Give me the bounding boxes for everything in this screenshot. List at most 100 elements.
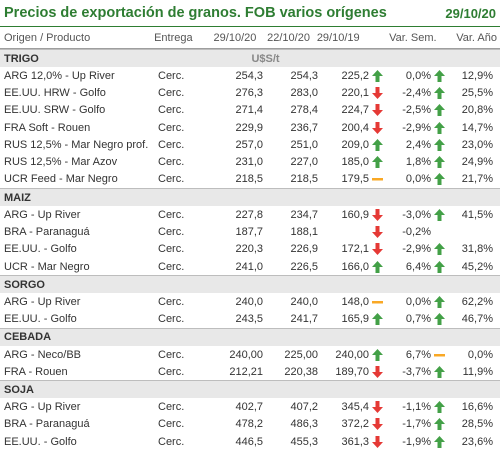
delivery-cell: Cerc. xyxy=(158,226,185,239)
section-name: MAIZ xyxy=(4,191,31,204)
delivery-cell: Cerc. xyxy=(158,69,185,82)
price-current-cell: 212,21 xyxy=(229,365,263,378)
table-row: BRA - Paranaguá Cerc. 187,7 188,1 -0,2% xyxy=(0,223,500,240)
table-row: RUS 12,5% - Mar Azov Cerc. 231,0 227,0 185,0… xyxy=(0,153,500,170)
price-year-ago-cell: 225,2 xyxy=(341,69,369,82)
arrow-down-icon xyxy=(372,226,383,239)
arrow-up-icon xyxy=(434,173,445,186)
product-cell: ARG - Neco/BB xyxy=(4,348,82,361)
table-row: EE.UU. HRW - Golfo Cerc. 276,3 283,0 220,1 -2… xyxy=(0,84,500,101)
price-year-ago-cell: 179,5 xyxy=(341,173,369,186)
var-week-cell: 1,8% xyxy=(405,156,431,169)
var-year-cell: 20,8% xyxy=(461,104,493,117)
product-cell: ARG 12,0% - Up River xyxy=(4,69,115,82)
var-year-cell: 41,5% xyxy=(461,208,493,221)
delivery-cell: Cerc. xyxy=(158,156,185,169)
arrow-up-icon xyxy=(434,138,445,151)
price-current-cell: 257,0 xyxy=(235,138,263,151)
var-week-cell: -2,9% xyxy=(402,121,431,134)
table-row: FRA - Rouen Cerc. 212,21 220,38 189,70 -3,7% 1… xyxy=(0,363,500,380)
product-cell: BRA - Paranaguá xyxy=(4,226,90,239)
price-year-ago-cell: 200,4 xyxy=(341,121,369,134)
arrow-down-icon xyxy=(372,121,383,134)
delivery-cell: Cerc. xyxy=(158,401,185,414)
flat-dash-icon xyxy=(434,349,445,361)
price-week-ago-cell: 226,9 xyxy=(290,243,318,256)
arrow-up-icon xyxy=(372,313,383,326)
arrow-up-icon xyxy=(434,156,445,169)
section-header: SORGO xyxy=(0,275,500,294)
price-week-ago-cell: 251,0 xyxy=(290,138,318,151)
delivery-cell: Cerc. xyxy=(158,208,185,221)
arrow-up-icon xyxy=(434,435,445,448)
arrow-up-icon xyxy=(372,69,383,82)
section-header: CEBADA xyxy=(0,327,500,346)
var-week-cell: 0,7% xyxy=(405,313,431,326)
var-year-cell: 46,7% xyxy=(461,313,493,326)
product-cell: EE.UU. - Golfo xyxy=(4,243,77,256)
delivery-cell: Cerc. xyxy=(158,435,185,448)
var-week-cell: -3,0% xyxy=(402,208,431,221)
table-row: FRA Soft - Rouen Cerc. 229,9 236,7 200,4 -2,9… xyxy=(0,119,500,136)
arrow-down-icon xyxy=(372,435,383,448)
header-date-2: 22/10/20 xyxy=(267,31,310,44)
price-year-ago-cell: 166,0 xyxy=(341,260,369,273)
section-header: TRIGO U$S/t xyxy=(0,49,500,67)
section-header: SOJA xyxy=(0,380,500,399)
price-week-ago-cell: 227,0 xyxy=(290,156,318,169)
arrow-up-icon xyxy=(434,104,445,117)
price-week-ago-cell: 220,38 xyxy=(284,365,318,378)
var-year-cell: 23,0% xyxy=(461,138,493,151)
var-year-cell: 24,9% xyxy=(461,156,493,169)
table-row: ARG - Up River Cerc. 240,0 240,0 148,0 0,0% 62… xyxy=(0,293,500,310)
price-current-cell: 271,4 xyxy=(235,104,263,117)
var-year-cell: 31,8% xyxy=(461,243,493,256)
section-name: CEBADA xyxy=(4,331,52,344)
var-week-cell: 6,7% xyxy=(405,348,431,361)
product-cell: UCR Feed - Mar Negro xyxy=(4,173,118,186)
var-year-cell: 12,9% xyxy=(461,69,493,82)
var-week-cell: -1,7% xyxy=(402,418,431,431)
var-year-cell: 25,5% xyxy=(461,86,493,99)
delivery-cell: Cerc. xyxy=(158,418,185,431)
price-year-ago-cell: 172,1 xyxy=(341,243,369,256)
table-row: UCR - Mar Negro Cerc. 241,0 226,5 166,0 6,4% 4… xyxy=(0,258,500,275)
table-row: EE.UU. - Golfo Cerc. 243,5 241,7 165,9 0,7% 46… xyxy=(0,311,500,328)
title-bar: Precios de exportación de granos. FOB va… xyxy=(0,0,500,27)
price-week-ago-cell: 254,3 xyxy=(290,69,318,82)
product-cell: UCR - Mar Negro xyxy=(4,260,90,273)
table-row: BRA - Paranaguá Cerc. 478,2 486,3 372,2 -1,7%… xyxy=(0,416,500,433)
arrow-up-icon xyxy=(434,418,445,431)
price-current-cell: 220,3 xyxy=(235,243,263,256)
price-year-ago-cell: 220,1 xyxy=(341,86,369,99)
var-week-cell: -1,1% xyxy=(402,401,431,414)
arrow-up-icon xyxy=(434,365,445,378)
arrow-up-icon xyxy=(434,69,445,82)
arrow-up-icon xyxy=(434,313,445,326)
section-name: SORGO xyxy=(4,278,45,291)
price-table: TRIGO U$S/t ARG 12,0% - Up River Cerc. 254,3… xyxy=(0,49,500,450)
arrow-down-icon xyxy=(372,401,383,414)
table-row: ARG - Up River Cerc. 227,8 234,7 160,9 -3,0% 4… xyxy=(0,206,500,223)
price-current-cell: 240,00 xyxy=(229,348,263,361)
table-row: EE.UU. - Golfo Cerc. 220,3 226,9 172,1 -2,9% 3… xyxy=(0,241,500,258)
table-row: UCR Feed - Mar Negro Cerc. 218,5 218,5 179,5… xyxy=(0,171,500,188)
page-title: Precios de exportación de granos. FOB va… xyxy=(4,5,387,21)
arrow-up-icon xyxy=(434,401,445,414)
price-current-cell: 227,8 xyxy=(235,208,263,221)
price-week-ago-cell: 407,2 xyxy=(290,401,318,414)
section-units: U$S/t xyxy=(251,52,280,65)
table-header: Origen / Producto Entrega 29/10/20 22/10… xyxy=(0,27,500,49)
product-cell: RUS 12,5% - Mar Azov xyxy=(4,156,118,169)
flat-dash-icon xyxy=(372,173,383,185)
price-current-cell: 218,5 xyxy=(235,173,263,186)
delivery-cell: Cerc. xyxy=(158,348,185,361)
price-week-ago-cell: 283,0 xyxy=(290,86,318,99)
delivery-cell: Cerc. xyxy=(158,313,185,326)
delivery-cell: Cerc. xyxy=(158,138,185,151)
price-year-ago-cell: 209,0 xyxy=(341,138,369,151)
product-cell: RUS 12,5% - Mar Negro prof. xyxy=(4,138,149,151)
table-row: ARG - Up River Cerc. 402,7 407,2 345,4 -1,1% 1… xyxy=(0,398,500,415)
var-week-cell: 0,0% xyxy=(405,295,431,308)
arrow-down-icon xyxy=(372,104,383,117)
